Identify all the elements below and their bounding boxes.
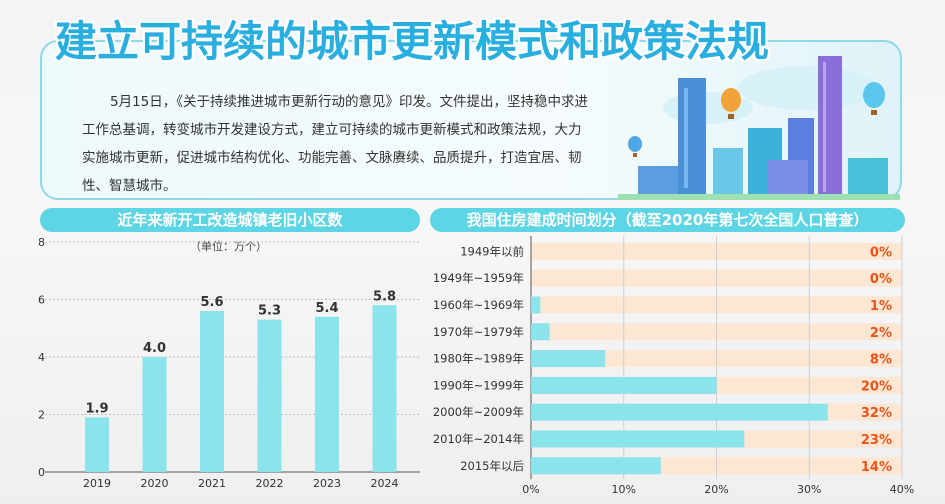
y-tick-label: 6 [38, 294, 45, 307]
bar [531, 296, 541, 314]
intro-text: 5月15日，《关于持续推进城市更新行动的意见》印发。文件提出，坚持稳中求进工作总… [82, 94, 589, 194]
bar-value-label: 1.9 [85, 401, 108, 416]
category-label: 1970年~1979年 [433, 325, 524, 339]
bar-value-label: 1% [870, 299, 892, 314]
bar-value-label: 20% [861, 379, 892, 394]
x-tick-label: 2024 [371, 477, 399, 490]
bar [257, 319, 282, 472]
bar [85, 417, 109, 472]
x-tick-label: 30% [797, 483, 821, 496]
housing-age-bar-chart: 0% 10% 20% 30% 40% 1949年以前 0% 1949年~1959年 0% 1960… [433, 236, 914, 496]
bar [531, 403, 828, 421]
category-label: 2000年~2009年 [433, 405, 524, 419]
x-tick-label: 0% [522, 483, 539, 496]
x-tick-label: 2019 [83, 477, 111, 490]
unit-label: （单位：万个） [190, 240, 267, 253]
y-tick-label: 2 [38, 409, 45, 422]
balloon-icon [863, 82, 885, 115]
bar-value-label: 8% [870, 353, 892, 368]
bar [531, 376, 717, 394]
bar [372, 305, 397, 472]
category-label: 2010年~2014年 [433, 432, 524, 446]
y-tick-label: 0 [38, 466, 45, 479]
hbar-chart-title: 我国住房建成时间划分（截至2020年第七次全国人口普查） [430, 208, 905, 232]
category-label: 1949年以前 [460, 244, 524, 258]
x-tick-label: 10% [612, 483, 636, 496]
balloon-icon [721, 88, 741, 119]
bar [531, 323, 550, 341]
intro-panel [40, 40, 902, 200]
bar-value-label: 2% [870, 326, 892, 341]
x-tick-label: 2022 [256, 477, 284, 490]
category-label: 1949年~1959年 [433, 271, 524, 285]
x-tick-label: 2021 [198, 477, 226, 490]
bar [531, 350, 606, 368]
bar-value-label: 0% [870, 245, 892, 260]
bar [142, 357, 167, 472]
page-title: 建立可持续的城市更新模式和政策法规 [55, 17, 770, 66]
bar-value-label: 5.8 [373, 289, 396, 304]
bar-value-label: 5.6 [200, 295, 223, 310]
bar-value-label: 5.4 [315, 301, 338, 316]
y-tick-label: 4 [38, 351, 45, 364]
x-tick-label: 20% [704, 483, 728, 496]
bar-value-label: 0% [870, 272, 892, 287]
bar-value-label: 32% [861, 406, 892, 421]
y-tick-label: 8 [38, 236, 45, 249]
renovation-bar-chart: 0 2 4 6 8 1.9 2019 4.0 2020 5.6 2021 5.3 2022 5.4 2023… [38, 236, 420, 490]
bar-value-label: 5.3 [258, 304, 281, 319]
bar [315, 316, 339, 472]
x-tick-label: 2023 [313, 477, 341, 490]
bar-value-label: 4.0 [143, 341, 166, 356]
city-skyline-illustration [618, 56, 900, 200]
x-tick-label: 2020 [141, 477, 169, 490]
bar [531, 457, 661, 475]
category-label: 1990年~1999年 [433, 378, 524, 392]
bar-value-label: 14% [861, 460, 892, 475]
category-label: 1960年~1969年 [433, 298, 524, 312]
bar [531, 430, 745, 448]
category-label: 2015年以后 [460, 459, 524, 473]
bar [200, 311, 224, 472]
bar-chart-title: 近年来新开工改造城镇老旧小区数 [40, 208, 420, 232]
x-tick-label: 40% [890, 483, 914, 496]
balloon-icon [628, 136, 642, 157]
category-label: 1980年~1989年 [433, 352, 524, 366]
bar-value-label: 23% [861, 433, 892, 448]
